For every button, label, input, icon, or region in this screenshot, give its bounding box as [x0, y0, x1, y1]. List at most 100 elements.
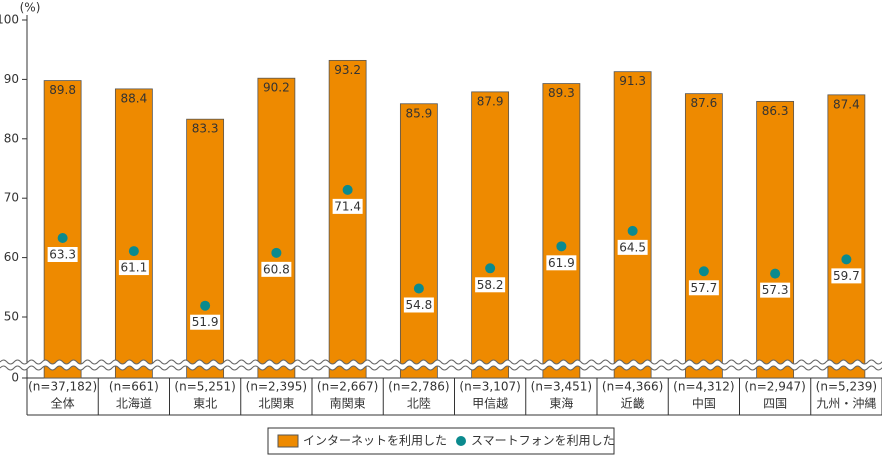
- point: [128, 246, 139, 257]
- point-label-bg: [617, 239, 648, 255]
- legend-label: スマートフォンを利用した: [471, 434, 615, 448]
- x-tick-label: 近畿: [621, 397, 645, 411]
- x-tick-label: 東海: [549, 396, 573, 411]
- x-tick-label-n: (n=3,107): [459, 380, 520, 394]
- y-tick-label: 60: [4, 250, 19, 264]
- point-label-bg: [831, 268, 862, 284]
- bar-value-label: 87.6: [691, 96, 718, 110]
- x-tick-label-n: (n=5,251): [174, 380, 235, 394]
- x-tick-label-n: (n=2,667): [317, 380, 378, 394]
- bar-value-label: 93.2: [334, 63, 361, 77]
- y-tick-label: 100: [0, 13, 19, 27]
- x-tick-label-n: (n=5,239): [816, 380, 877, 394]
- x-tick-label-n: (n=37,182): [28, 380, 97, 394]
- point: [413, 283, 424, 294]
- bar-value-label: 87.9: [477, 94, 504, 108]
- bar-value-label: 83.3: [192, 122, 219, 136]
- y-tick-label: 80: [4, 131, 19, 145]
- bar-value-label: 89.8: [49, 83, 76, 97]
- point: [841, 254, 852, 265]
- bar: [542, 83, 581, 379]
- bar-value-label: 91.3: [619, 74, 646, 88]
- bar: [114, 88, 153, 379]
- x-tick-label: 北陸: [407, 397, 431, 411]
- bar-value-label: 86.3: [762, 104, 789, 118]
- bar: [613, 71, 652, 379]
- legend-box: [267, 427, 615, 455]
- point: [342, 184, 353, 195]
- legend-swatch: [456, 436, 466, 446]
- x-tick-label: 中国: [692, 396, 716, 411]
- bar-value-label: 90.2: [263, 81, 290, 95]
- point-label-bg: [760, 282, 791, 298]
- point: [200, 300, 211, 311]
- point-label-bg: [332, 198, 363, 214]
- point: [627, 225, 638, 236]
- point-value-label: 71.4: [334, 199, 361, 213]
- bar: [328, 59, 367, 379]
- x-tick-label-n: (n=2,395): [246, 380, 307, 394]
- point-label-bg: [546, 255, 577, 271]
- x-tick-label: 北海道: [116, 396, 152, 411]
- bar: [257, 77, 296, 379]
- x-tick-label: 東北: [193, 397, 217, 411]
- point-value-label: 57.3: [762, 283, 789, 297]
- bar-value-label: 89.3: [548, 86, 575, 100]
- bar-value-label: 88.4: [121, 91, 148, 105]
- x-tick-label: 北関東: [258, 397, 294, 411]
- point-label-bg: [190, 314, 221, 330]
- bar-value-label: 87.4: [833, 97, 860, 111]
- point-value-label: 64.5: [619, 240, 646, 254]
- point-value-label: 57.7: [691, 281, 718, 295]
- point: [57, 232, 68, 243]
- axis-break-line: [0, 359, 882, 365]
- point-value-label: 61.9: [548, 256, 575, 270]
- y-unit-label: (%): [20, 1, 41, 15]
- x-tick-label-n: (n=661): [109, 380, 159, 394]
- x-tick-label-n: (n=4,366): [602, 380, 663, 394]
- x-tick-label: 四国: [763, 397, 787, 411]
- x-tick-label: 甲信越: [472, 397, 508, 411]
- x-tick-label: 全体: [51, 396, 75, 411]
- point-value-label: 59.7: [833, 269, 860, 283]
- point: [271, 247, 282, 258]
- point-label-bg: [261, 261, 292, 277]
- point-label-bg: [118, 260, 149, 276]
- point-label-bg: [688, 280, 719, 296]
- y-tick-label: 70: [4, 191, 19, 205]
- point-value-label: 58.2: [477, 278, 504, 292]
- point-value-label: 63.3: [49, 247, 76, 261]
- point: [698, 266, 709, 277]
- point-value-label: 60.8: [263, 262, 290, 276]
- y-tick-label: 0: [11, 371, 19, 385]
- bar: [186, 118, 225, 379]
- bar: [471, 91, 510, 379]
- axis-break-line: [0, 365, 882, 371]
- x-tick-label-n: (n=3,451): [531, 380, 592, 394]
- x-tick-label: 南関東: [330, 396, 366, 411]
- point-value-label: 61.1: [121, 261, 148, 275]
- bar-value-label: 85.9: [406, 106, 433, 120]
- point-label-bg: [475, 277, 506, 293]
- x-tick-label-n: (n=4,312): [673, 380, 734, 394]
- bar: [756, 100, 795, 379]
- legend-label: インターネットを利用した: [303, 434, 447, 448]
- y-tick-label: 50: [4, 310, 19, 324]
- legend-swatch: [277, 434, 299, 448]
- point-value-label: 51.9: [192, 315, 219, 329]
- point-label-bg: [47, 246, 78, 262]
- point: [556, 241, 567, 252]
- bar: [43, 80, 82, 379]
- bar: [399, 103, 438, 379]
- bar: [684, 93, 723, 379]
- axis-break: [0, 360, 882, 370]
- x-tick-label-n: (n=2,786): [388, 380, 449, 394]
- point: [770, 268, 781, 279]
- x-tick-label: 九州・沖縄: [816, 396, 876, 411]
- point-label-bg: [403, 297, 434, 313]
- y-tick-label: 90: [4, 72, 19, 86]
- point-value-label: 54.8: [406, 298, 433, 312]
- x-tick-label-n: (n=2,947): [744, 380, 805, 394]
- point: [485, 263, 496, 274]
